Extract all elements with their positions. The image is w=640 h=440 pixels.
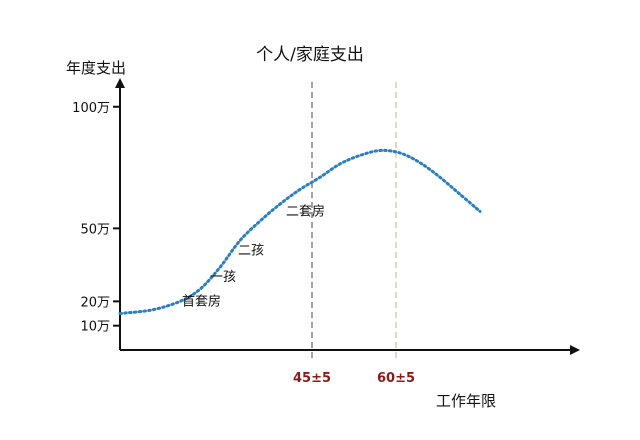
watermark: 雪球 头条@雪球 xyxy=(462,409,620,428)
y-axis-title: 年度支出 xyxy=(66,59,126,77)
x-axis-title: 工作年限 xyxy=(436,392,496,410)
y-ticks: 100万 50万 20万 10万 xyxy=(72,101,120,335)
y-tick-label: 100万 xyxy=(72,101,110,116)
annotation-label: 二套房 xyxy=(286,203,325,219)
y-tick-label: 20万 xyxy=(80,295,110,310)
watermark-brand: 雪球 xyxy=(484,409,516,428)
annotation-label: 一孩 xyxy=(210,270,236,285)
annotation-label: 首套房 xyxy=(182,293,221,309)
x-marker-label: 60±5 xyxy=(377,371,415,386)
y-tick-label: 10万 xyxy=(80,320,110,335)
annotation-label: 二孩 xyxy=(238,243,264,258)
x-marker-label: 45±5 xyxy=(293,371,331,386)
series-line xyxy=(118,148,482,315)
watermark-text: 头条@雪球 xyxy=(550,411,620,428)
chart-title: 个人/家庭支出 xyxy=(256,45,364,65)
y-tick-label: 50万 xyxy=(80,222,110,237)
vertical-markers: 45±5 60±5 xyxy=(293,82,415,386)
xueqiu-logo-icon xyxy=(462,409,483,428)
